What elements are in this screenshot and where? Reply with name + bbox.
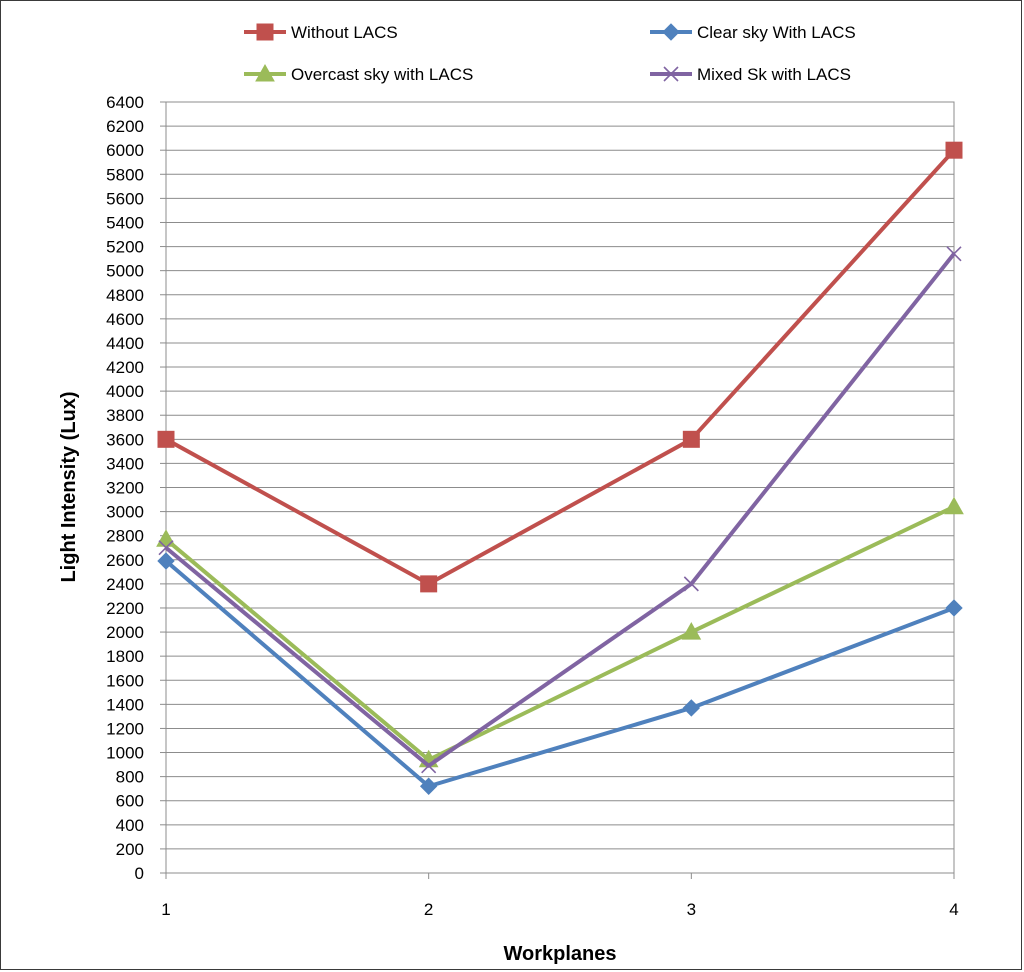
series-4 — [158, 246, 962, 774]
y-axis-ticks: 0 200 400 600 800 1000 1200 1400 1600 1800 2000 220… — [106, 93, 166, 883]
legend-marker — [256, 23, 274, 41]
legend-label: Without LACS — [291, 23, 398, 42]
y-tick-label: 3000 — [106, 503, 144, 522]
legend: Without LACS Clear sky With LACS Overcast … — [244, 23, 856, 84]
y-tick-label: 5600 — [106, 189, 144, 208]
y-tick-label: 600 — [116, 792, 144, 811]
y-tick-label: 4200 — [106, 358, 144, 377]
y-tick-label: 0 — [135, 864, 144, 883]
legend-marker — [662, 23, 680, 41]
series-line — [164, 252, 956, 768]
y-tick-label: 200 — [116, 840, 144, 859]
data-point — [946, 246, 962, 262]
legend-label: Clear sky With LACS — [697, 23, 856, 42]
x-tick-label: 3 — [687, 900, 696, 919]
x-tick-label: 1 — [161, 900, 170, 919]
y-tick-label: 4600 — [106, 310, 144, 329]
y-tick-label: 5000 — [106, 262, 144, 281]
legend-item: Mixed Sk with LACS — [650, 65, 851, 84]
x-axis-title: Workplanes — [504, 943, 617, 965]
y-tick-label: 800 — [116, 768, 144, 787]
data-point — [156, 529, 176, 547]
y-tick-label: 6200 — [106, 117, 144, 136]
grid-lines — [165, 101, 955, 874]
y-tick-label: 2000 — [106, 623, 144, 642]
y-tick-label: 1200 — [106, 719, 144, 738]
data-point — [157, 430, 175, 448]
data-point — [945, 599, 963, 617]
legend-label: Overcast sky with LACS — [291, 65, 473, 84]
data-point — [421, 758, 437, 774]
y-tick-label: 400 — [116, 816, 144, 835]
series-line — [164, 559, 955, 789]
series-group — [156, 141, 964, 795]
y-tick-label: 6400 — [106, 93, 144, 112]
legend-item: Without LACS — [244, 23, 398, 42]
data-point — [682, 430, 700, 448]
y-tick-label: 3200 — [106, 479, 144, 498]
y-tick-label: 5200 — [106, 238, 144, 257]
y-tick-label: 2200 — [106, 599, 144, 618]
series-line — [165, 148, 956, 586]
y-tick-label: 1600 — [106, 671, 144, 690]
legend-label: Mixed Sk with LACS — [697, 65, 851, 84]
series-1 — [157, 141, 963, 593]
y-tick-label: 5400 — [106, 213, 144, 232]
series-2 — [157, 552, 963, 795]
legend-item: Overcast sky with LACS — [244, 63, 473, 84]
data-point — [682, 699, 701, 717]
data-point — [419, 777, 438, 795]
data-point — [681, 622, 702, 640]
y-tick-label: 1400 — [106, 695, 144, 714]
data-point — [158, 540, 174, 556]
y-tick-label: 4800 — [106, 286, 144, 305]
legend-marker — [663, 66, 679, 82]
y-tick-label: 5800 — [106, 165, 144, 184]
y-tick-label: 3400 — [106, 454, 144, 473]
y-axis-title: Light Intensity (Lux) — [58, 391, 80, 582]
y-tick-label: 6000 — [106, 141, 144, 160]
legend-marker — [255, 63, 275, 82]
y-tick-label: 4000 — [106, 382, 144, 401]
x-axis-ticks: 1 2 3 4 — [161, 873, 959, 919]
x-tick-label: 4 — [949, 900, 958, 919]
y-tick-label: 4400 — [106, 334, 144, 353]
data-point — [944, 496, 964, 515]
y-tick-label: 1000 — [106, 744, 144, 763]
y-tick-label: 2800 — [106, 527, 144, 546]
data-point — [945, 141, 963, 159]
data-point — [420, 575, 438, 593]
series-line — [164, 504, 955, 762]
legend-item: Clear sky With LACS — [650, 23, 856, 42]
data-point — [157, 552, 175, 570]
y-tick-label: 3800 — [106, 406, 144, 425]
y-tick-label: 2400 — [106, 575, 144, 594]
y-tick-label: 3600 — [106, 430, 144, 449]
y-tick-label: 1800 — [106, 647, 144, 666]
data-point — [683, 576, 699, 592]
x-tick-label: 2 — [424, 900, 433, 919]
y-tick-label: 2600 — [106, 551, 144, 570]
